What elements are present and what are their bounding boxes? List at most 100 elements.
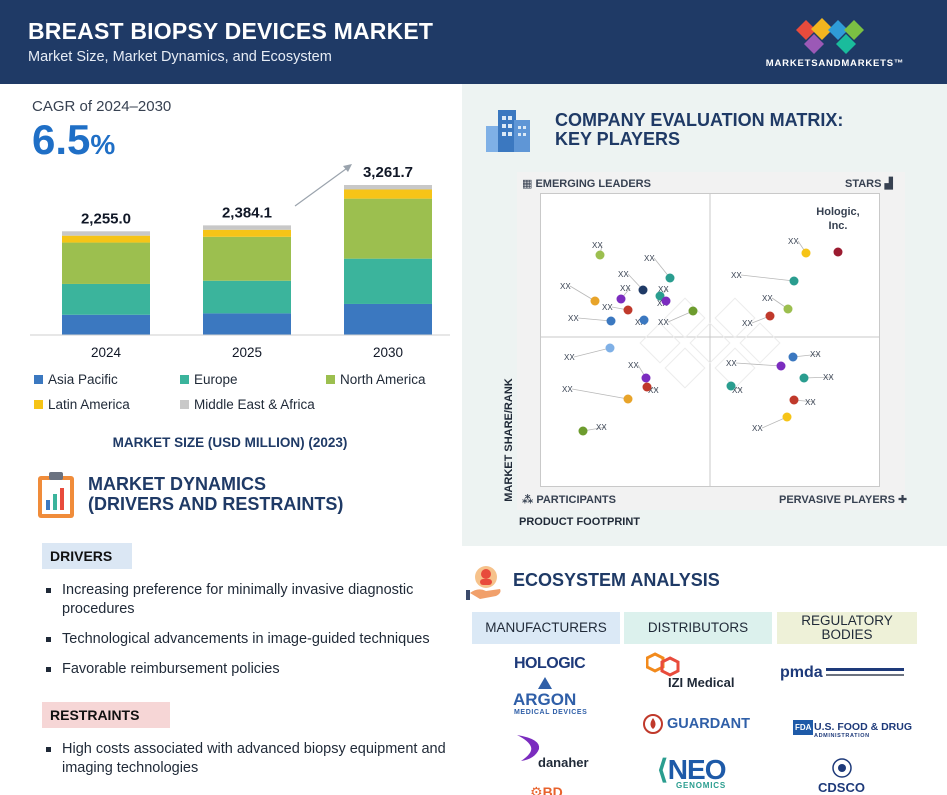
leader-line (571, 388, 629, 400)
logo-fda-name: U.S. FOOD & DRUG (814, 721, 913, 733)
ecosystem-column-manufacturers: MANUFACTURERS (472, 612, 620, 644)
ecosystem-title: ECOSYSTEM ANALYSIS (513, 570, 720, 590)
company-dot (641, 373, 651, 383)
drivers-heading: DRIVERS (42, 543, 132, 569)
company-placeholder-label: XX (726, 359, 737, 368)
x-axis-label: PRODUCT FOOTPRINT (519, 516, 640, 528)
logo-genomics-text: GENOMICS (676, 781, 726, 790)
company-dot (788, 352, 798, 362)
market-dynamics-title: MARKET DYNAMICS (DRIVERS AND RESTRAINTS) (88, 474, 343, 514)
company-dot (606, 316, 616, 326)
bar-total-label: 3,261.7 (363, 164, 413, 181)
company-dot (799, 373, 809, 383)
leader-line (792, 353, 821, 358)
y-axis-label: MARKET SHARE/RANK (503, 378, 515, 502)
x-tick-label: 2024 (91, 345, 122, 360)
quadrant-text: EMERGING LEADERS (535, 178, 651, 190)
leader-line (761, 416, 788, 429)
logo-argon-sub: MEDICAL DEVICES (514, 709, 588, 716)
growth-arrow (294, 165, 351, 207)
hologic-label-line2: Inc. (829, 220, 848, 232)
company-placeholder-label: XX (564, 353, 575, 362)
company-placeholder-label: XX (731, 271, 742, 280)
danaher-swoosh-icon (517, 735, 540, 761)
legend-swatch (180, 400, 189, 409)
watermark-diamond (739, 322, 781, 364)
company-placeholder-label: XX (732, 386, 743, 395)
watermark-diamond (664, 347, 706, 389)
quadrant-label-stars: STARS ▟ (845, 178, 893, 190)
market-dynamics-title-line1: MARKET DYNAMICS (88, 474, 266, 494)
watermark-diamond (714, 297, 756, 339)
bar-segment (344, 258, 432, 304)
leader-line (735, 362, 782, 367)
legend-label: Middle East & Africa (194, 397, 315, 412)
brand-logo: MARKETSANDMARKETS™ (760, 16, 910, 72)
bar-segment (62, 314, 150, 335)
company-placeholder-label: XX (810, 350, 821, 359)
pmda-subtext-bar (826, 674, 904, 676)
quadrant-text: PARTICIPANTS (536, 494, 616, 506)
clipboard-chart-icon (38, 472, 74, 518)
guardant-drop-icon (643, 714, 663, 734)
drivers-list: Increasing preference for minimally inva… (42, 581, 452, 690)
legend-swatch (34, 375, 43, 384)
legend-item-asia-pacific: Asia Pacific (34, 372, 118, 387)
company-placeholder-label: XX (762, 294, 773, 303)
logo-argon: ARGON (513, 690, 577, 709)
company-placeholder-label: XX (602, 303, 613, 312)
company-dot (638, 285, 648, 295)
leader-line (667, 310, 694, 323)
company-placeholder-label: XX (628, 361, 639, 370)
bar-total-label: 2,384.1 (222, 204, 272, 221)
leader-line (740, 274, 795, 282)
legend-label: North America (340, 372, 426, 387)
market-size-bar-chart: 2,255.0 2024 2,384.1 2025 3,261.7 2030 (30, 164, 450, 360)
legend-swatch (326, 375, 335, 384)
company-dot (590, 296, 600, 306)
quadrant-label-emerging-leaders: ▦ EMERGING LEADERS (522, 178, 651, 190)
company-dot (789, 276, 799, 286)
logo-danaher: danaher (538, 755, 589, 770)
page-title: BREAST BIOPSY DEVICES MARKET (28, 18, 434, 44)
logo-cdsco: CDSCO (818, 780, 865, 795)
izi-medical-hex-icon (646, 652, 680, 677)
ecosystem-column-distributors: DISTRIBUTORS (624, 612, 772, 644)
bar-segment (62, 235, 150, 243)
watermark-diamond (639, 322, 681, 364)
growth-arrow-head (343, 164, 352, 172)
hologic-label-line1: Hologic, (816, 206, 859, 218)
ecosystem-hand-icon (466, 566, 501, 600)
company-dot (605, 343, 615, 353)
bar-segment (344, 185, 432, 190)
company-dot (789, 395, 799, 405)
logo-hologic: HOLOGIC (514, 655, 586, 672)
company-placeholder-label: XX (752, 424, 763, 433)
company-dot (776, 361, 786, 371)
ecosystem-column-regulatory-bodies: REGULATORY BODIES (777, 612, 917, 644)
bar-segment (62, 231, 150, 236)
column-label: REGULATORY BODIES (801, 613, 893, 642)
quadrant-label-pervasive-players: PERVASIVE PLAYERS ✚ (779, 494, 908, 506)
company-dot (688, 306, 698, 316)
driver-item: Favorable reimbursement policies (42, 660, 452, 679)
driver-item: Technological advancements in image-guid… (42, 630, 452, 649)
bar-total-label: 2,255.0 (81, 210, 131, 227)
argon-triangle-icon (538, 677, 552, 689)
leader-line (577, 317, 612, 322)
bar-segment (62, 242, 150, 284)
header-banner: BREAST BIOPSY DEVICES MARKET Market Size… (0, 0, 947, 84)
logo-izi-medical: IZI Medical (668, 675, 735, 690)
brand-name: MARKETSANDMARKETS™ (765, 58, 905, 69)
company-placeholder-label: XX (648, 386, 659, 395)
company-placeholder-label: XX (658, 318, 669, 327)
company-dot (578, 426, 588, 436)
company-dot (783, 304, 793, 314)
company-placeholder-label: XX (644, 254, 655, 263)
market-dynamics-title-line2: (DRIVERS AND RESTRAINTS) (88, 494, 344, 514)
company-placeholder-label: XX (562, 385, 573, 394)
leader-line (573, 347, 611, 358)
company-placeholder-label: XX (823, 373, 834, 382)
cagr-label: CAGR of 2024–2030 (32, 98, 172, 115)
